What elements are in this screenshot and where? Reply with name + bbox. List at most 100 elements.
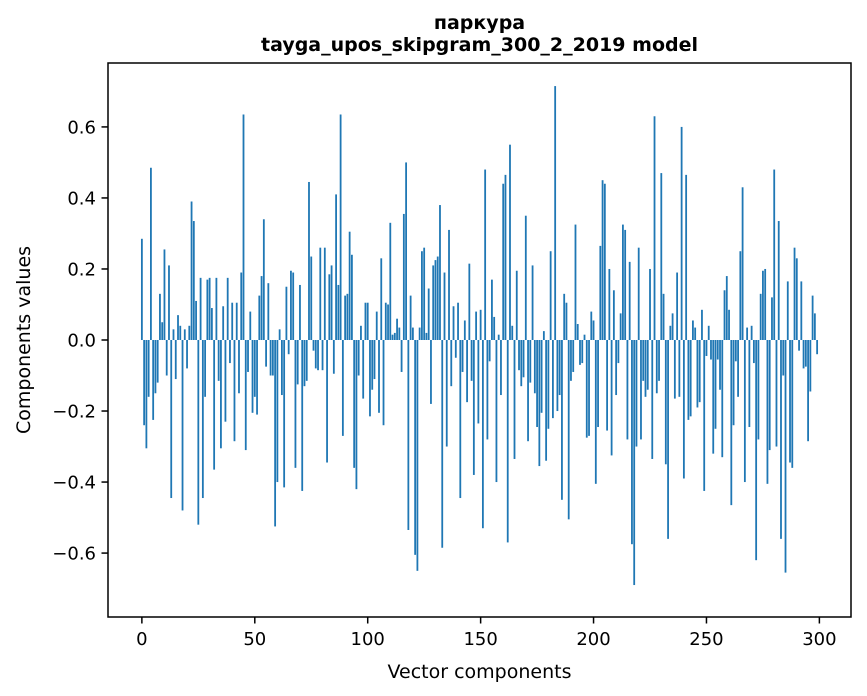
bar-component-76 <box>312 340 315 351</box>
x-tick-label-50: 50 <box>243 629 266 650</box>
bar-component-77 <box>314 340 317 369</box>
bar-component-8 <box>159 293 161 340</box>
bar-component-209 <box>612 290 615 340</box>
bar-component-32 <box>213 340 216 470</box>
bar-component-231 <box>662 293 665 340</box>
bar-component-283 <box>780 340 782 539</box>
bar-component-298 <box>813 313 816 340</box>
bar-component-252 <box>710 340 712 360</box>
bar-component-106 <box>380 258 383 340</box>
bar-component-264 <box>737 340 739 397</box>
bar-component-188 <box>565 302 568 340</box>
bar-component-250 <box>705 340 708 356</box>
bar-component-212 <box>619 313 622 340</box>
bar-component-60 <box>276 340 279 483</box>
bar-component-171 <box>527 340 529 442</box>
bar-component-141 <box>459 340 462 499</box>
bar-component-136 <box>448 229 450 340</box>
y-tick-label--0.6: −0.6 <box>52 544 96 565</box>
bar-component-285 <box>784 340 787 573</box>
bar-component-23 <box>192 221 195 340</box>
bar-component-19 <box>183 329 186 340</box>
bar-component-179 <box>545 340 548 461</box>
bar-component-31 <box>210 308 213 340</box>
bar-component-263 <box>734 340 737 362</box>
bar-component-17 <box>179 325 182 340</box>
bar-component-78 <box>317 340 319 371</box>
bar-component-122 <box>416 340 419 571</box>
bar-component-260 <box>728 309 730 340</box>
bar-component-249 <box>703 340 706 491</box>
bar-component-261 <box>730 340 733 506</box>
bar-component-268 <box>746 327 749 340</box>
bar-component-177 <box>540 340 543 413</box>
bar-component-61 <box>278 329 281 340</box>
bar-component-147 <box>472 340 475 475</box>
bar-component-34 <box>217 340 220 381</box>
bar-component-211 <box>617 340 620 364</box>
bar-component-247 <box>698 340 701 403</box>
bar-component-281 <box>775 340 778 447</box>
bar-component-56 <box>267 283 270 340</box>
bar-component-152 <box>484 169 487 340</box>
bar-component-13 <box>170 340 173 499</box>
bar-component-116 <box>402 213 405 340</box>
bar-component-91 <box>346 293 349 340</box>
bar-component-170 <box>524 215 527 340</box>
bar-component-216 <box>628 261 631 340</box>
bar-component-83 <box>328 274 331 340</box>
bar-component-143 <box>463 320 466 340</box>
bar-component-181 <box>549 251 552 340</box>
bar-component-255 <box>716 340 719 360</box>
bar-component-142 <box>461 340 464 372</box>
bar-component-89 <box>341 340 344 436</box>
bar-component-162 <box>506 340 509 543</box>
bar-component-90 <box>344 295 347 340</box>
bar-component-107 <box>382 340 385 426</box>
bar-component-43 <box>238 340 240 394</box>
bar-component-195 <box>581 340 584 364</box>
bar-component-6 <box>154 340 157 394</box>
bar-component-79 <box>319 247 322 340</box>
bar-component-269 <box>748 340 751 428</box>
bar-component-134 <box>443 272 446 340</box>
bar-component-243 <box>689 340 692 417</box>
bar-component-164 <box>511 325 514 340</box>
bar-component-133 <box>441 340 444 548</box>
bar-component-1 <box>143 340 146 426</box>
bar-component-157 <box>495 340 498 483</box>
tick-labels-layer: 0 50 100 150 200 250 300 −0.6 −0.4 −0.2 0.0 0.2 0.4 0… <box>52 117 836 650</box>
bar-component-194 <box>579 340 581 365</box>
bar-component-225 <box>649 268 651 340</box>
bar-component-294 <box>804 340 807 367</box>
bar-component-230 <box>660 173 663 340</box>
bar-component-64 <box>285 286 288 340</box>
bar-component-286 <box>786 281 789 340</box>
bar-component-183 <box>554 86 557 340</box>
bar-component-115 <box>400 340 403 372</box>
bar-component-131 <box>436 256 439 340</box>
bar-component-229 <box>658 340 660 381</box>
bar-component-169 <box>522 340 525 378</box>
bar-component-81 <box>323 247 326 340</box>
bar-component-173 <box>531 265 534 340</box>
bar-component-144 <box>466 340 468 403</box>
bar-component-296 <box>809 340 812 392</box>
bar-component-96 <box>357 340 360 376</box>
bar-component-292 <box>800 281 803 340</box>
bar-component-130 <box>434 260 437 340</box>
bar-component-235 <box>671 313 674 340</box>
bar-component-135 <box>445 340 448 447</box>
bar-component-186 <box>561 340 563 500</box>
bar-component-254 <box>714 340 717 429</box>
bar-component-100 <box>366 302 369 340</box>
bar-component-299 <box>816 340 819 355</box>
bar-component-226 <box>651 340 654 459</box>
bar-component-199 <box>590 311 593 340</box>
bar-component-101 <box>369 340 371 417</box>
bar-component-266 <box>741 187 744 340</box>
bar-component-92 <box>348 231 351 340</box>
bar-component-246 <box>696 340 699 408</box>
bar-component-139 <box>454 340 457 358</box>
